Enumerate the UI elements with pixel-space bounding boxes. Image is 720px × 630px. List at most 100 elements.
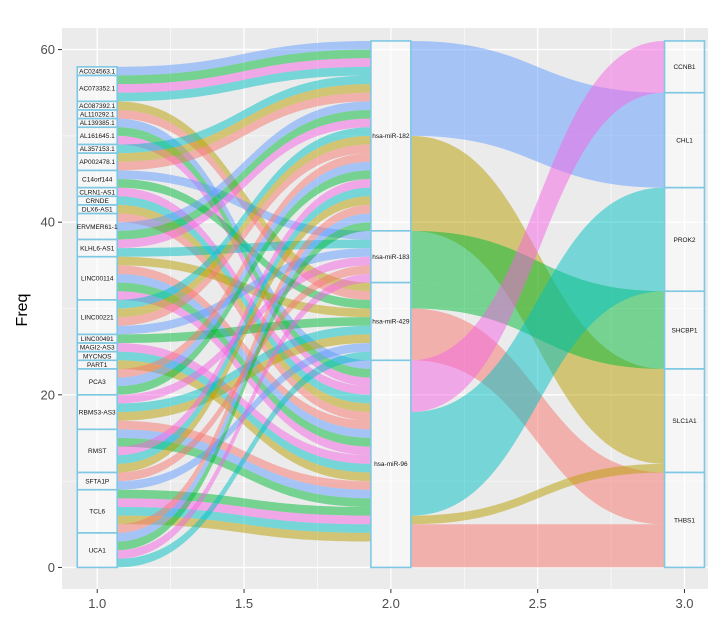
flow-hsa-miR-96-SLC1A1 [410,463,665,525]
flows [117,40,665,568]
stratum-label: hsa-miR-96 [374,461,408,468]
stratum-label: AL357153.1 [80,146,115,153]
stratum-label: hsa-miR-183 [372,254,410,261]
stratum-label: RBMS3-AS3 [79,409,116,416]
flow-RMST-hsa-miR-96 [117,437,371,508]
stratum-label: C14orf144 [82,176,113,183]
flow-AP002478.1-hsa-miR-182 [117,84,371,162]
flow-RMST-hsa-miR-182 [117,196,371,473]
stratum-label: MAGI2-AS3 [80,345,115,352]
axes: 0 20 40 60 1.0 1.5 2.0 2.5 3.0 [41,42,694,611]
flow-UCA1-hsa-miR-183 [117,273,371,559]
stratum-label: AC073352.1 [79,86,116,93]
y-axis-title: Freq [14,294,31,327]
strata: AC024563.1 AC073352.1 AC087392.1 AL110292.1… [76,40,706,569]
stratum-label: CCNB1 [673,64,695,71]
flow-LINC00221-hsa-miR-182 [117,127,371,309]
flow-AC024563.1-hsa-miR-182 [117,40,371,76]
flow-DLX6-AS1-hsa-miR-96 [117,204,371,413]
flow-RMST-hsa-miR-182 [117,187,371,464]
stratum-box [663,40,706,94]
stratum-box [76,532,119,569]
stratum-label: AL139385.1 [80,120,115,127]
flow-AC073352.1-hsa-miR-182 [117,58,371,93]
stratum-label: LINC00491 [81,336,114,343]
stratum-box [76,488,119,534]
stratum-label: SLC1A1 [672,418,697,425]
stratum-label: PART1 [87,362,108,369]
flow-CRNDE-hsa-miR-96 [117,196,371,404]
flow-LINC00114-hsa-miR-96 [117,265,371,430]
flow-C14orf144-hsa-miR-183 [117,170,371,240]
flow-MAGI2-AS3-hsa-miR-96 [117,343,371,464]
stratum-label: LINC00114 [81,276,114,283]
flow-hsa-miR-96-PROK2 [410,187,665,516]
stratum-label: AL110292.1 [80,112,115,119]
flow-UCA1-hsa-miR-182 [117,222,371,551]
flow-PART1-hsa-miR-96 [117,360,371,482]
stratum-box [76,299,119,336]
stratum-label: hsa-miR-429 [372,319,410,326]
flow-hsa-miR-96-THBS1 [410,524,665,568]
stratum-label: PROK2 [673,237,695,244]
flow-ERVMER61-1-hsa-miR-182 [117,101,371,231]
stratum-label: CLRN1-AS1 [79,189,115,196]
flow-AL357153.1-hsa-miR-182 [117,75,371,154]
flow-ERVMER61-1-hsa-miR-182 [117,109,371,240]
stratum-label: THBS1 [674,517,695,524]
flow-AC073352.1-hsa-miR-182 [117,66,371,102]
y-tick-label: 20 [41,387,55,402]
stratum-label: RMST [88,448,106,455]
y-tick-label: 40 [41,215,55,230]
stratum-label: AC087392.1 [79,103,116,110]
stratum-box [663,91,706,189]
stratum-label: SFTA1P [85,478,109,485]
stratum-box [663,471,706,569]
stratum-label: MYCNOS [83,353,112,360]
flow-AP002478.1-hsa-miR-182 [117,92,371,171]
stratum-label: AC024563.1 [79,68,116,75]
y-tick-label: 0 [48,560,55,575]
stratum-label: PCA3 [89,379,106,386]
flow-PCA3-hsa-miR-182 [117,153,371,378]
stratum-label: CHL1 [676,138,693,145]
flow-AC087392.1-hsa-miR-429 [117,101,371,292]
x-tick-label: 2.0 [382,596,400,611]
flow-AC073352.1-hsa-miR-182 [117,49,371,85]
stratum-label: CRNDE [86,198,110,205]
flow-hsa-miR-96-CCNB1 [410,40,665,413]
flow-KLHL6-AS1-hsa-miR-182 [117,118,371,249]
stratum-label: SHCBP1 [672,327,698,334]
flow-LINC00221-hsa-miR-183 [117,248,371,335]
flow-hsa-miR-182-CHL1 [410,40,665,188]
stratum-label: ERVMER61-1 [77,224,118,231]
stratum-label: DLX6-AS1 [82,207,113,214]
stratum-label: AP002478.1 [79,159,115,166]
flow-TCL6-hsa-miR-182 [117,204,371,533]
x-tick-label: 2.5 [529,596,547,611]
flow-LINC00221-hsa-miR-182 [117,144,371,326]
flow-PCA3-hsa-miR-182 [117,170,371,395]
flow-UCA1-hsa-miR-429 [117,351,371,568]
stratum-box [76,394,119,431]
flow-UCA1-hsa-miR-182 [117,213,371,542]
x-tick-label: 3.0 [675,596,693,611]
stratum-box [76,428,119,474]
x-tick-label: 1.0 [88,596,106,611]
stratum-box [370,359,412,569]
stratum-label: hsa-miR-182 [372,133,410,140]
flow-LINC00114-hsa-miR-96 [117,273,371,438]
stratum-label: AL161645.1 [80,133,115,140]
stratum-label: LINC00221 [81,314,114,321]
stratum-label: TCL6 [89,509,105,516]
stratum-label: KLHL6-AS1 [80,245,115,252]
flow-RMST-hsa-miR-182 [117,179,371,456]
x-tick-label: 1.5 [235,596,253,611]
flow-PCA3-hsa-miR-182 [117,161,371,387]
y-tick-label: 60 [41,42,55,57]
flow-MYCNOS-hsa-miR-96 [117,351,371,473]
stratum-box [370,230,412,284]
stratum-box [370,40,412,232]
stratum-label: UCA1 [89,547,107,554]
